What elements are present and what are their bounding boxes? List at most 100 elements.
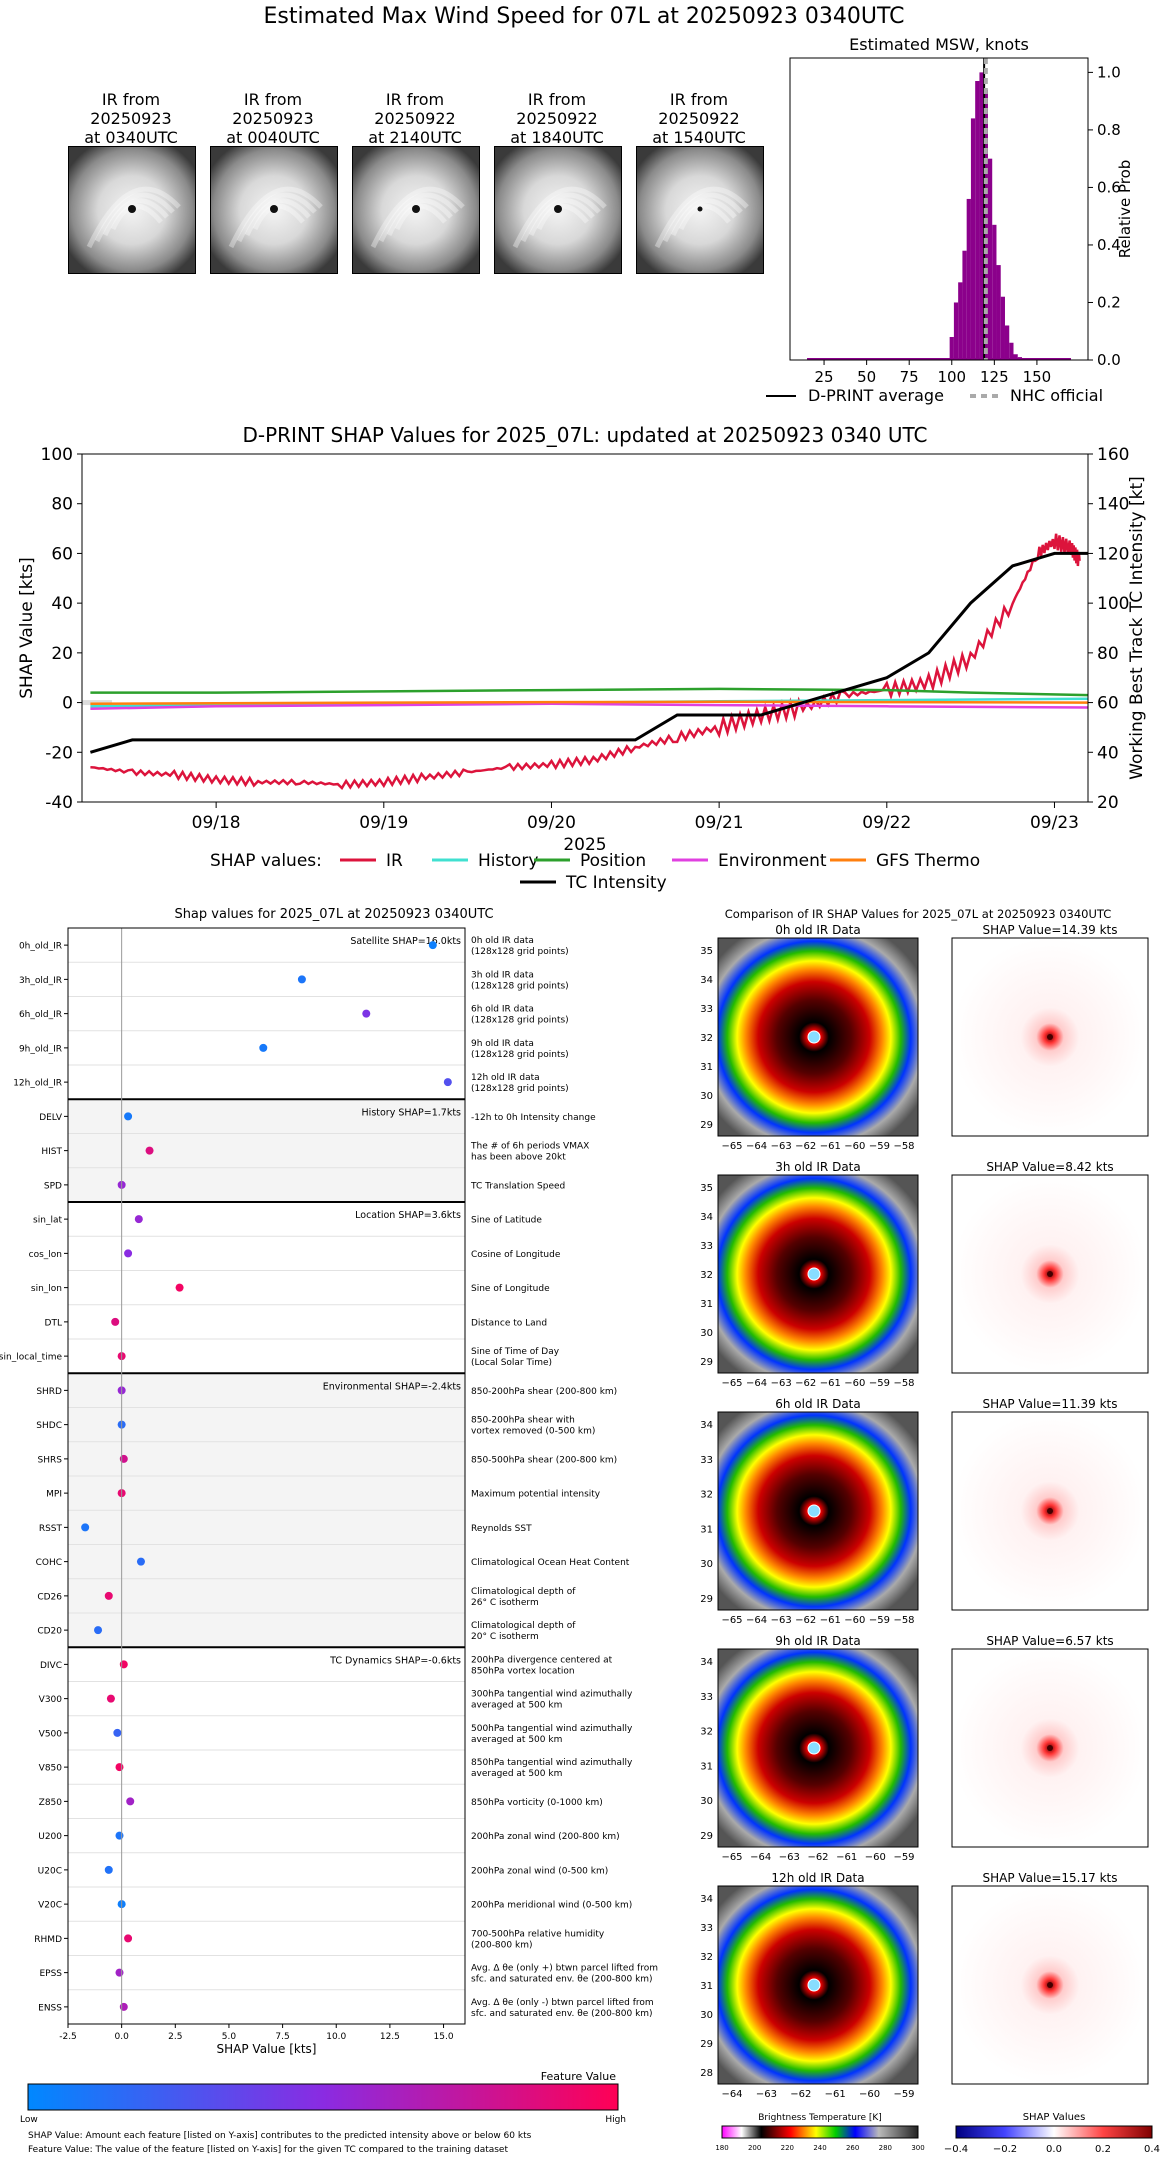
ir-eye [807,1978,821,1992]
shap-colorbar-label: SHAP Values [1023,2112,1086,2123]
feature-name: RSST [39,1524,63,1534]
legend-title: SHAP values: [210,851,322,871]
histogram-bar [953,302,959,360]
feature-name: 0h_old_IR [19,942,62,952]
ir-x-tick-label: −58 [893,1141,914,1152]
ir-x-tick-label: −60 [859,2089,880,2100]
group-label: Satellite SHAP=16.0kts [350,936,461,947]
ir-x-tick-label: −65 [721,1378,742,1389]
x-tick-label: 09/20 [527,813,576,833]
legend-label: Environment [718,851,827,871]
feature-description: Sine of Time of Day [471,1347,560,1357]
ir-x-tick-label: −65 [721,1852,742,1863]
shap-point [104,1591,113,1600]
feature-name: V850 [39,1764,63,1774]
x-axis-label: SHAP Value [kts] [217,2042,317,2056]
feature-name: 9h_old_IR [19,1044,62,1054]
y-tick-label: 20 [51,644,73,664]
shap-point [119,2002,128,2011]
spiral-band [86,186,181,249]
feature-name: SHRD [36,1387,62,1397]
bt-colorbar-tick: 280 [879,2144,892,2152]
feature-description: Distance to Land [471,1318,547,1328]
feature-name: sin_lon [31,1284,62,1294]
feature-description: (128x128 grid points) [471,1016,569,1026]
shap-chart-frame [67,927,466,2025]
ir-x-tick-label: −61 [820,1141,841,1152]
histogram-bar [1004,325,1010,360]
ir-x-tick-label: −61 [825,2089,846,2100]
feature-description: Reynolds SST [471,1524,532,1534]
spiral-band [370,186,465,249]
y2-tick-label: 20 [1097,793,1119,813]
ir-y-tick-label: 29 [700,1357,713,1368]
feature-description: 850hPa vorticity (0-1000 km) [471,1798,603,1808]
shap-point [136,1557,145,1566]
ir-x-tick-label: −60 [844,1378,865,1389]
x-tick-label: 0.0 [114,2032,129,2042]
shap-hotspot [1047,1745,1053,1751]
feature-name: DIVC [40,1661,62,1671]
shap-panel-title: SHAP Value=8.42 kts [986,1160,1113,1174]
ir-x-tick-label: −61 [820,1615,841,1626]
feature-description: 500hPa tangential wind azimuthally [471,1724,633,1734]
shap-point [124,1112,133,1121]
ir-x-tick-label: −59 [869,1378,890,1389]
spiral-band [386,198,453,237]
feature-description: 850-200hPa shear (200-800 km) [471,1387,617,1397]
shap-point [81,1523,90,1532]
ir-eye [807,1504,821,1518]
histogram-bar [958,282,963,360]
y-tick-label: 0.6 [1097,178,1121,196]
ir-panel-title: 0h old IR Data [775,923,861,937]
ir-y-tick-label: 33 [700,1241,713,1252]
feature-name: sin_local_time [0,1353,62,1363]
x-tick-label: 25 [815,368,834,386]
x-tick-label: 5.0 [222,2032,237,2042]
ir-panel-title: 6h old IR Data [775,1397,861,1411]
x-tick-label: 10.0 [326,2032,346,2042]
feature-description: (128x128 grid points) [471,1084,569,1094]
ir-thumbnail-image [352,146,480,274]
feature-description: averaged at 500 km [471,1735,562,1745]
ir-y-tick-label: 31 [700,1299,713,1310]
bt-colorbar [721,2125,919,2139]
shap-point [126,1797,135,1806]
ir-thumbnail-image [636,146,764,274]
feature-description: 20° C isotherm [471,1632,539,1642]
ir-y-tick-label: 34 [700,1894,713,1905]
ir-x-tick-label: −64 [746,1615,767,1626]
shap-hotspot [1047,1982,1053,1988]
shap-point [124,1249,133,1258]
y2-tick-label: 140 [1097,495,1129,515]
shap-point [134,1215,143,1224]
ir-y-tick-label: 30 [700,2010,713,2021]
y-tick-label: 0.2 [1097,293,1121,311]
bt-colorbar-tick: 300 [911,2144,924,2152]
shap-point [111,1317,120,1326]
histogram-bar [966,198,971,360]
feature-description: TC Translation Speed [470,1181,565,1191]
y-axis-label: Relative Prob [1116,160,1134,259]
thumbnail-caption: at 0040UTC [226,128,320,147]
feature-description: vortex removed (0-500 km) [471,1427,595,1437]
shap-timeseries-chart: D-PRINT SHAP Values for 2025_07L: update… [17,423,1147,893]
ir-comparison-title: Comparison of IR SHAP Values for 2025_07… [725,907,1112,921]
feature-description: Climatological depth of [471,1587,576,1597]
shap-colorbar [955,2125,1153,2139]
series-line-ir [90,533,1081,790]
spiral-band [512,186,607,249]
histogram-bar [962,250,967,360]
series-line-tc-intensity [89,551,1088,754]
histogram-bar [1013,354,1018,360]
feature-description: Avg. Δ θe (only +) btwn parcel lifted fr… [471,1964,658,1974]
legend-label: GFS Thermo [876,851,980,871]
colorbar-high-label: High [605,2115,626,2125]
spiral-band [678,203,731,231]
y2-tick-label: 160 [1097,445,1129,465]
y-tick-label: 60 [51,544,73,564]
x-tick-label: 12.5 [380,2032,400,2042]
feature-name: SHRS [38,1455,63,1465]
feature-name: CD20 [37,1627,62,1637]
ir-y-tick-label: 34 [700,1657,713,1668]
